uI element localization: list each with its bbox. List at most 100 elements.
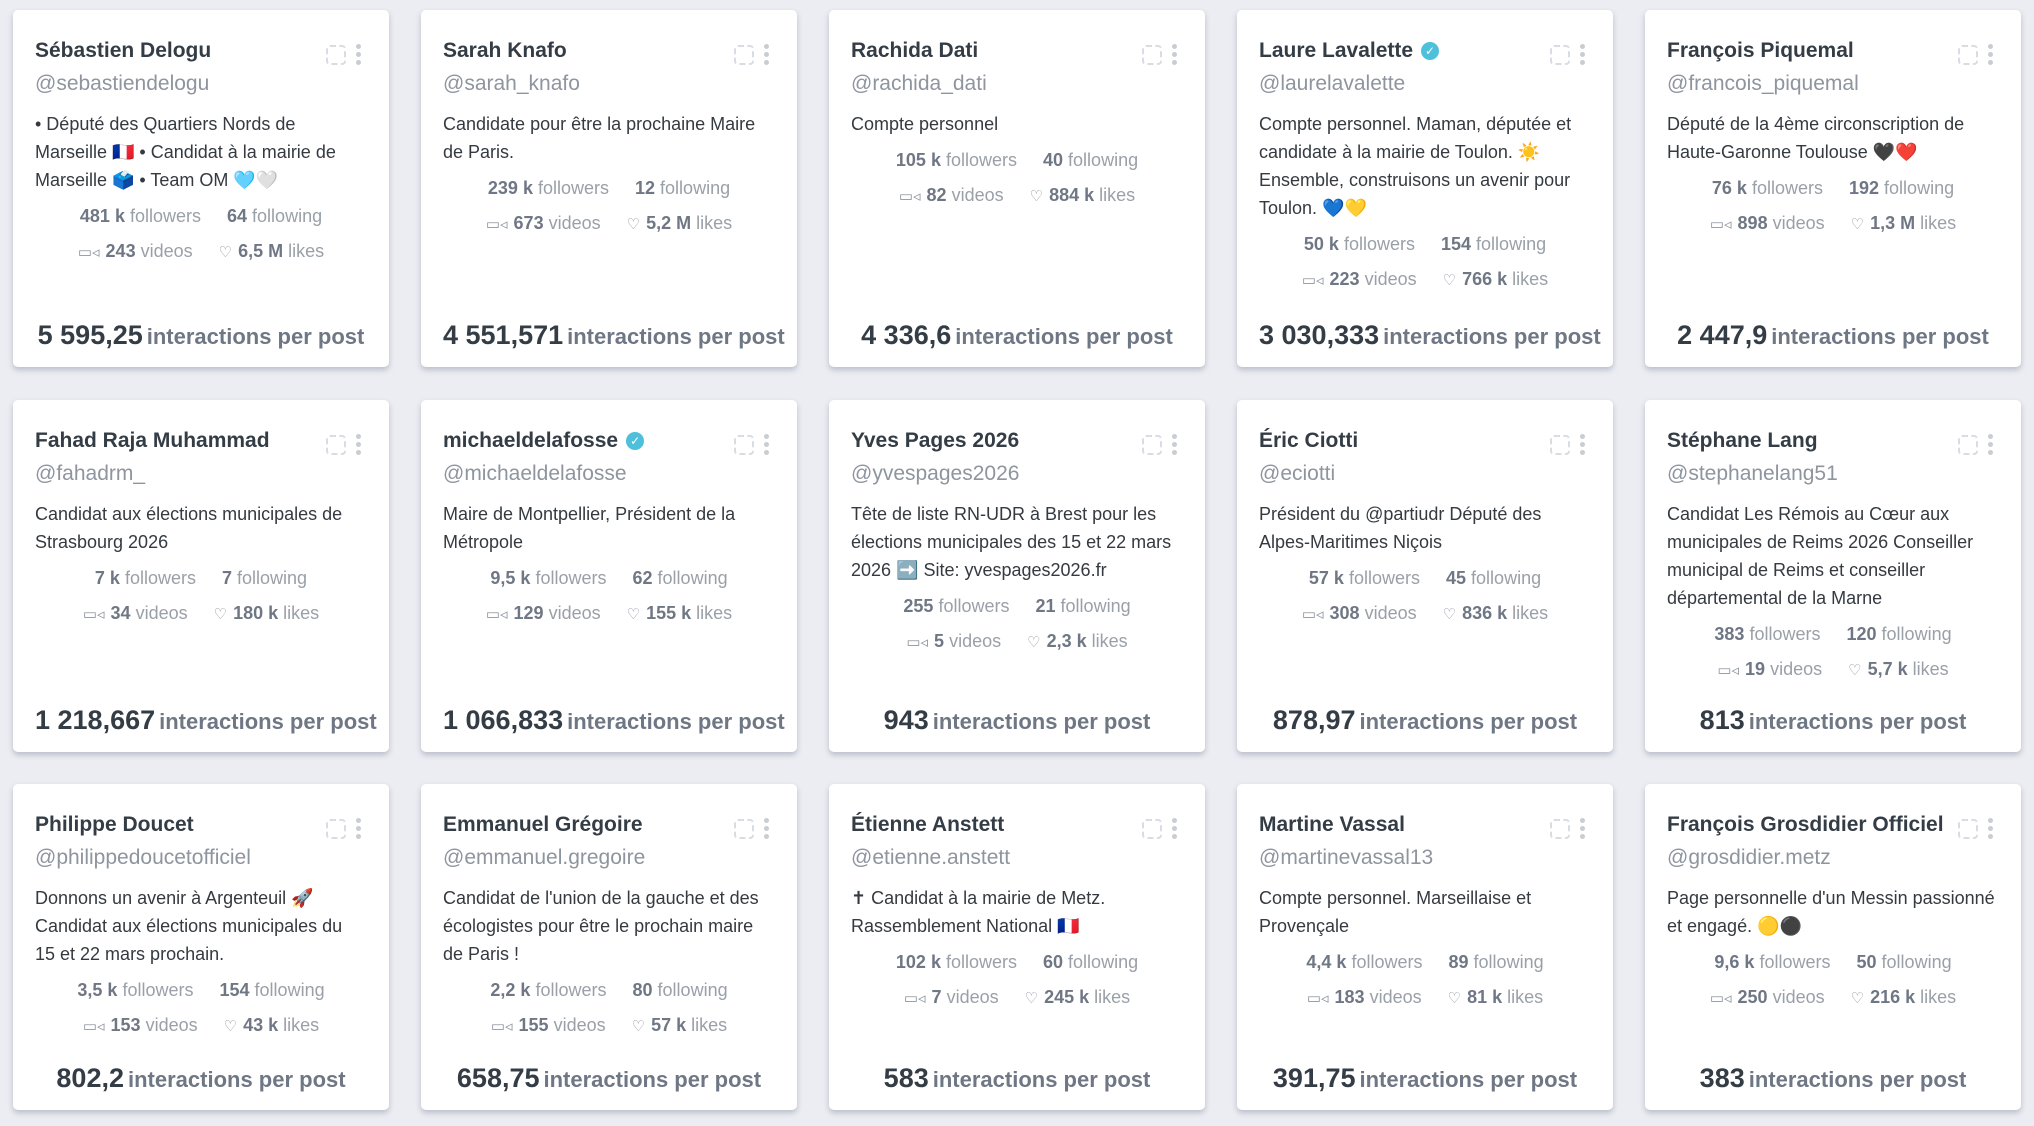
- creator-name[interactable]: Fahad Raja Muhammad: [35, 429, 270, 452]
- creator-card[interactable]: Yves Pages 2026 @yvespages2026 Tête de l…: [829, 400, 1205, 752]
- creator-card[interactable]: François Grosdidier Officiel @grosdidier…: [1645, 784, 2021, 1110]
- more-options-icon[interactable]: [764, 44, 769, 65]
- creator-name[interactable]: Philippe Doucet: [35, 813, 194, 836]
- expand-icon[interactable]: [1958, 818, 1978, 839]
- expand-icon[interactable]: [326, 44, 346, 65]
- videos-stat: ▭◃ 250 videos: [1709, 987, 1825, 1007]
- creator-bio: Maire de Montpellier, Président de la Mé…: [443, 504, 736, 552]
- expand-icon[interactable]: [1550, 44, 1570, 65]
- expand-icon[interactable]: [1958, 44, 1978, 65]
- likes-stat: ♡ 216 k likes: [1850, 987, 1957, 1007]
- expand-icon[interactable]: [326, 818, 346, 839]
- more-options-icon[interactable]: [1172, 818, 1177, 839]
- creator-name[interactable]: Étienne Anstett: [851, 813, 1005, 836]
- content-stats: ▭◃ 7 videos ♡ 245 k likes: [851, 987, 1183, 1008]
- heart-icon: ♡: [631, 1018, 646, 1035]
- content-stats: ▭◃ 82 videos ♡ 884 k likes: [851, 185, 1183, 206]
- heart-icon: ♡: [1029, 188, 1044, 205]
- heart-icon: ♡: [218, 244, 233, 261]
- expand-icon[interactable]: [1550, 818, 1570, 839]
- more-options-icon[interactable]: [1988, 44, 1993, 65]
- video-camera-icon: ▭◃: [1301, 606, 1324, 623]
- more-options-icon[interactable]: [356, 818, 361, 839]
- creator-name[interactable]: Emmanuel Grégoire: [443, 813, 643, 836]
- following-stat: 154 following: [1440, 234, 1547, 254]
- creator-card[interactable]: Philippe Doucet @philippedoucetofficiel …: [13, 784, 389, 1110]
- expand-icon[interactable]: [734, 818, 754, 839]
- more-options-icon[interactable]: [1988, 818, 1993, 839]
- creator-handle: @yvespages2026: [851, 462, 1020, 485]
- follow-stats: 9,6 k followers 50 following: [1667, 952, 1999, 973]
- more-options-icon[interactable]: [764, 434, 769, 455]
- creator-name[interactable]: François Piquemal: [1667, 39, 1854, 62]
- creator-name[interactable]: Yves Pages 2026: [851, 429, 1020, 452]
- more-options-icon[interactable]: [1172, 434, 1177, 455]
- creator-card[interactable]: Étienne Anstett @etienne.anstett ✝ Candi…: [829, 784, 1205, 1110]
- creator-name[interactable]: François Grosdidier Officiel: [1667, 813, 1944, 836]
- more-options-icon[interactable]: [356, 434, 361, 455]
- follow-stats: 50 k followers 154 following: [1259, 234, 1591, 255]
- creator-name[interactable]: Éric Ciotti: [1259, 429, 1359, 452]
- following-stat: 40 following: [1043, 150, 1139, 170]
- heart-icon: ♡: [1848, 662, 1862, 679]
- interactions-per-post: 383 interactions per post: [1699, 1063, 1967, 1093]
- expand-icon[interactable]: [734, 44, 754, 65]
- videos-stat: ▭◃ 673 videos: [485, 213, 601, 233]
- likes-stat: ♡ 245 k likes: [1024, 987, 1131, 1007]
- follow-stats: 481 k followers 64 following: [35, 206, 367, 227]
- interactions-per-post: 583 interactions per post: [883, 1063, 1151, 1093]
- videos-stat: ▭◃ 82 videos: [898, 185, 1004, 205]
- more-options-icon[interactable]: [1988, 434, 1993, 455]
- more-options-icon[interactable]: [1172, 44, 1177, 65]
- expand-icon[interactable]: [1142, 818, 1162, 839]
- heart-icon: ♡: [1027, 634, 1041, 651]
- creator-name[interactable]: Stéphane Lang: [1667, 429, 1818, 452]
- interactions-per-post: 3 030,333 interactions per post: [1259, 320, 1601, 350]
- interactions-per-post: 813 interactions per post: [1699, 705, 1967, 735]
- more-options-icon[interactable]: [1580, 818, 1585, 839]
- creator-card[interactable]: michaeldelafosse ✓ @michaeldelafosse Mai…: [421, 400, 797, 752]
- more-options-icon[interactable]: [356, 44, 361, 65]
- expand-icon[interactable]: [326, 434, 346, 455]
- creator-card[interactable]: François Piquemal @francois_piquemal Dép…: [1645, 10, 2021, 367]
- verified-badge-icon: ✓: [1421, 42, 1440, 60]
- expand-icon[interactable]: [734, 434, 754, 455]
- creator-name[interactable]: Laure Lavalette: [1259, 39, 1414, 62]
- creator-card[interactable]: Sébastien Delogu @sebastiendelogu • Dépu…: [13, 10, 389, 367]
- creator-card[interactable]: Martine Vassal @martinevassal13 Compte p…: [1237, 784, 1613, 1110]
- more-options-icon[interactable]: [1580, 434, 1585, 455]
- more-options-icon[interactable]: [1580, 44, 1585, 65]
- creator-bio: Compte personnel. Marseillaise et Proven…: [1259, 888, 1532, 936]
- creator-name[interactable]: Martine Vassal: [1259, 813, 1405, 836]
- heart-icon: ♡: [1442, 606, 1457, 623]
- expand-icon[interactable]: [1142, 434, 1162, 455]
- creator-name[interactable]: Sébastien Delogu: [35, 39, 212, 62]
- creator-name[interactable]: michaeldelafosse: [443, 429, 619, 452]
- creator-card[interactable]: Stéphane Lang @stephanelang51 Candidat L…: [1645, 400, 2021, 752]
- videos-stat: ▭◃ 34 videos: [82, 603, 188, 623]
- creator-card[interactable]: Sarah Knafo @sarah_knafo Candidate pour …: [421, 10, 797, 367]
- creator-handle: @michaeldelafosse: [443, 462, 627, 485]
- expand-icon[interactable]: [1958, 434, 1978, 455]
- creator-card[interactable]: Éric Ciotti @eciotti Président du @parti…: [1237, 400, 1613, 752]
- following-stat: 45 following: [1446, 568, 1542, 588]
- video-camera-icon: ▭◃: [1709, 216, 1732, 233]
- expand-icon[interactable]: [1550, 434, 1570, 455]
- videos-stat: ▭◃ 5 videos: [906, 631, 1002, 651]
- creator-name[interactable]: Sarah Knafo: [443, 39, 567, 62]
- follow-stats: 255 followers 21 following: [851, 596, 1183, 617]
- followers-stat: 9,5 k followers: [490, 568, 607, 588]
- creator-card[interactable]: Laure Lavalette ✓ @laurelavalette Compte…: [1237, 10, 1613, 367]
- content-stats: ▭◃ 5 videos ♡ 2,3 k likes: [851, 631, 1183, 652]
- heart-icon: ♡: [626, 606, 641, 623]
- likes-stat: ♡ 766 k likes: [1442, 269, 1549, 289]
- expand-icon[interactable]: [1142, 44, 1162, 65]
- creator-card[interactable]: Rachida Dati @rachida_dati Compte person…: [829, 10, 1205, 367]
- creator-card[interactable]: Emmanuel Grégoire @emmanuel.gregoire Can…: [421, 784, 797, 1110]
- creator-name[interactable]: Rachida Dati: [851, 39, 979, 62]
- content-stats: ▭◃ 155 videos ♡ 57 k likes: [443, 1015, 775, 1036]
- creator-card[interactable]: Fahad Raja Muhammad @fahadrm_ Candidat a…: [13, 400, 389, 752]
- creator-bio: Page personnelle d'un Messin passionné e…: [1667, 888, 1995, 936]
- follow-stats: 57 k followers 45 following: [1259, 568, 1591, 589]
- more-options-icon[interactable]: [764, 818, 769, 839]
